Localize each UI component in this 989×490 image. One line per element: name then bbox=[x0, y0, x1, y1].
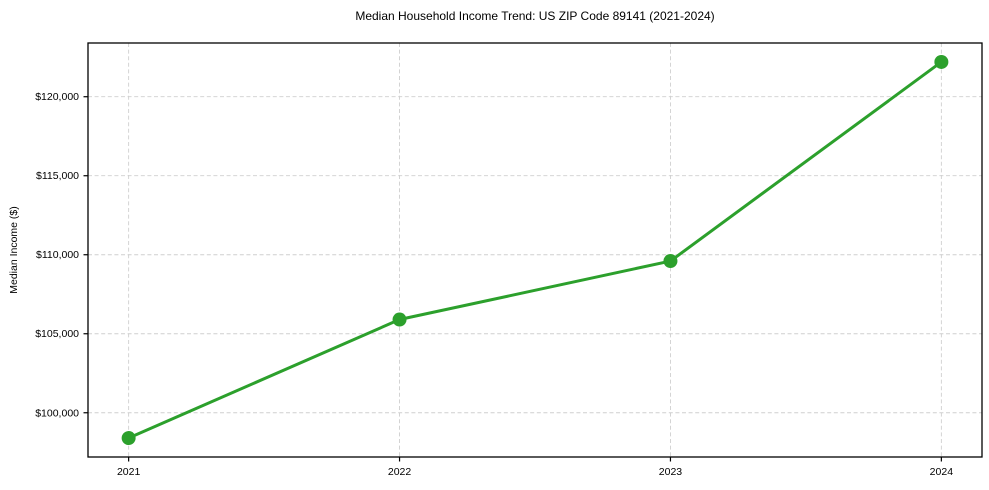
data-point-2021 bbox=[121, 431, 136, 446]
data-point-2023 bbox=[663, 254, 678, 269]
y-tick-label: $105,000 bbox=[35, 328, 79, 340]
x-tick-label: 2023 bbox=[659, 466, 683, 478]
x-tick-label: 2021 bbox=[117, 466, 141, 478]
chart-title: Median Household Income Trend: US ZIP Co… bbox=[355, 9, 715, 23]
trend-line bbox=[127, 60, 943, 440]
y-tick-label: $115,000 bbox=[36, 170, 79, 182]
y-tick-label: $110,000 bbox=[36, 249, 79, 261]
data-point-2022 bbox=[392, 312, 407, 327]
data-point-2024 bbox=[934, 54, 949, 69]
y-tick-label: $100,000 bbox=[35, 407, 79, 419]
x-tick-label: 2022 bbox=[388, 466, 412, 478]
y-tick-label: $120,000 bbox=[35, 91, 79, 103]
x-tick-label: 2024 bbox=[930, 466, 954, 478]
plot-frame bbox=[87, 42, 983, 458]
